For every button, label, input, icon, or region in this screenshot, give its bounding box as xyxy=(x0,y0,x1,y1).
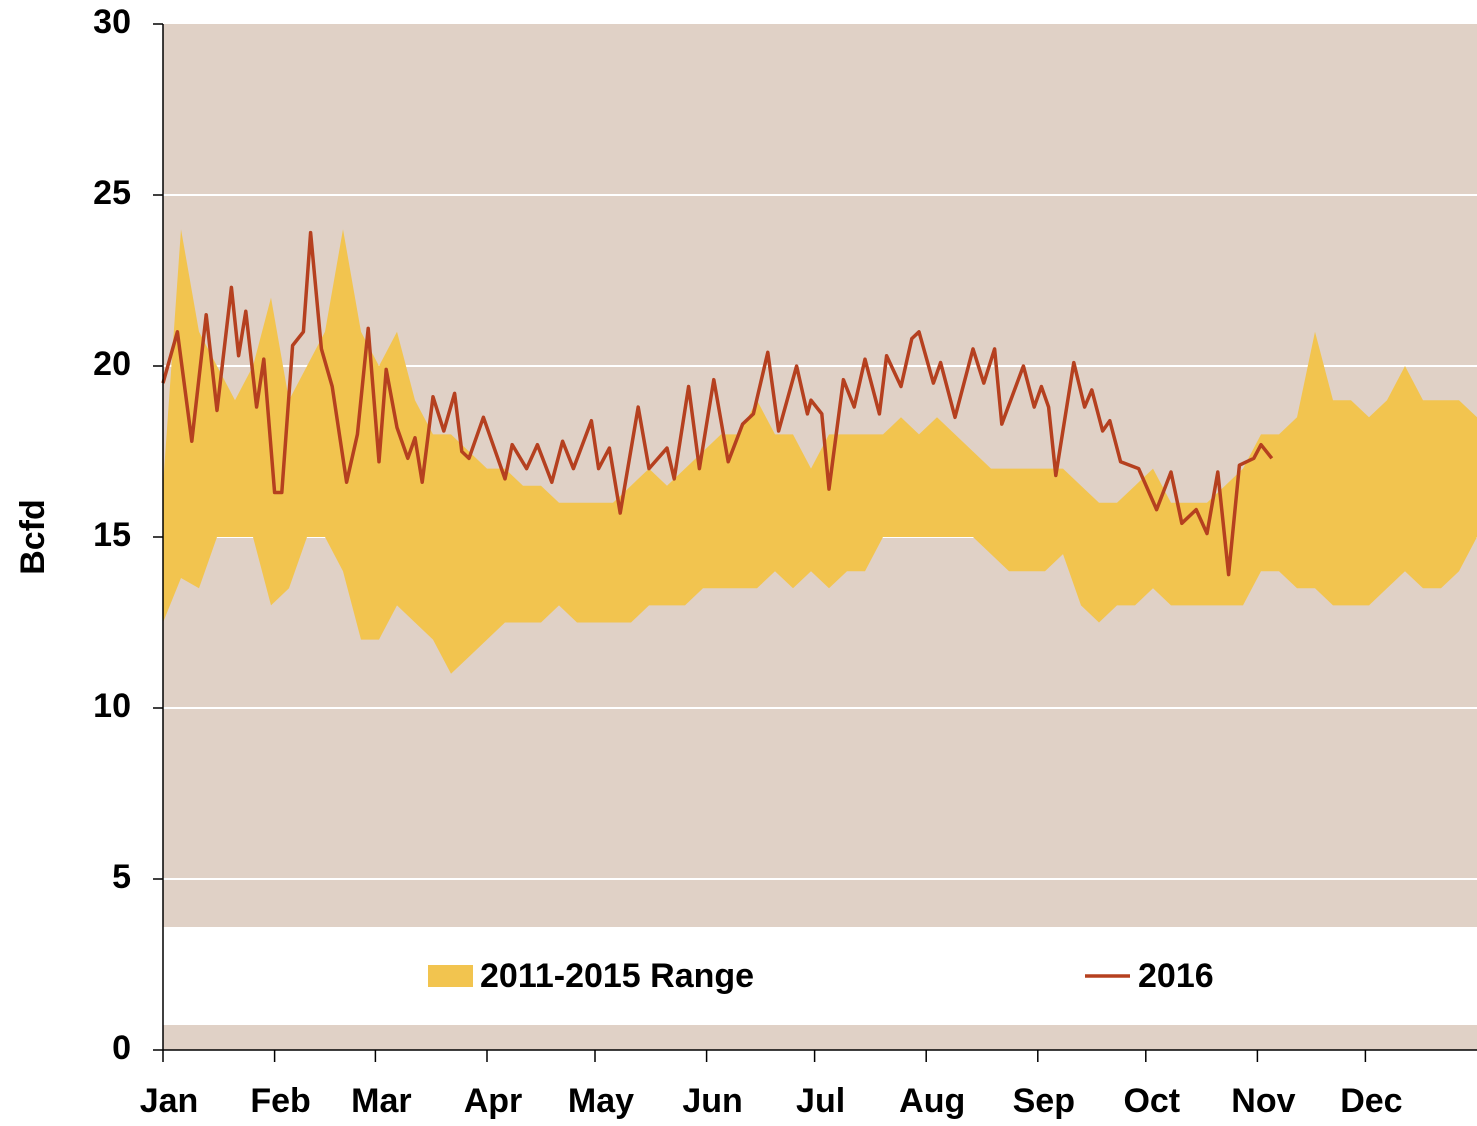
y-tick-label: 30 xyxy=(93,3,131,41)
x-tick-label: Feb xyxy=(250,1082,310,1120)
y-tick-label: 25 xyxy=(93,174,131,212)
range-area xyxy=(163,229,1477,674)
legend-label: 2016 xyxy=(1138,957,1214,995)
legend: 2011-2015 Range 2016 xyxy=(428,957,1214,995)
x-tick-label: Mar xyxy=(351,1082,411,1120)
x-tick-label: Oct xyxy=(1123,1082,1180,1120)
marks xyxy=(161,229,1477,674)
x-tick-label: May xyxy=(568,1082,634,1120)
legend-box xyxy=(163,927,1477,1025)
x-tick-label: Jul xyxy=(796,1082,845,1120)
x-tick-label: Jun xyxy=(682,1082,742,1120)
line-2016 xyxy=(161,230,1274,577)
y-tick-label: 20 xyxy=(93,345,131,383)
x-tick-label: Jan xyxy=(140,1082,199,1120)
y-tick-label: 0 xyxy=(112,1029,131,1067)
y-tick-label: 5 xyxy=(112,858,131,896)
x-tick-label: Dec xyxy=(1340,1082,1402,1120)
legend-swatch xyxy=(428,965,473,987)
axis-labels: 0 5 10 15 20 25 30 Jan Feb Mar Apr May Jun Jul Aug Sep O… xyxy=(93,3,1402,1120)
y-tick-label: 15 xyxy=(93,516,131,554)
x-tick-label: Sep xyxy=(1013,1082,1075,1120)
x-tick-label: Aug xyxy=(899,1082,965,1120)
x-tick-label: Apr xyxy=(464,1082,523,1120)
legend-label: 2011-2015 Range xyxy=(480,957,754,995)
y-tick-label: 10 xyxy=(93,687,131,725)
y-axis-title: Bcfd xyxy=(14,499,52,575)
x-tick-label: Nov xyxy=(1231,1082,1295,1120)
